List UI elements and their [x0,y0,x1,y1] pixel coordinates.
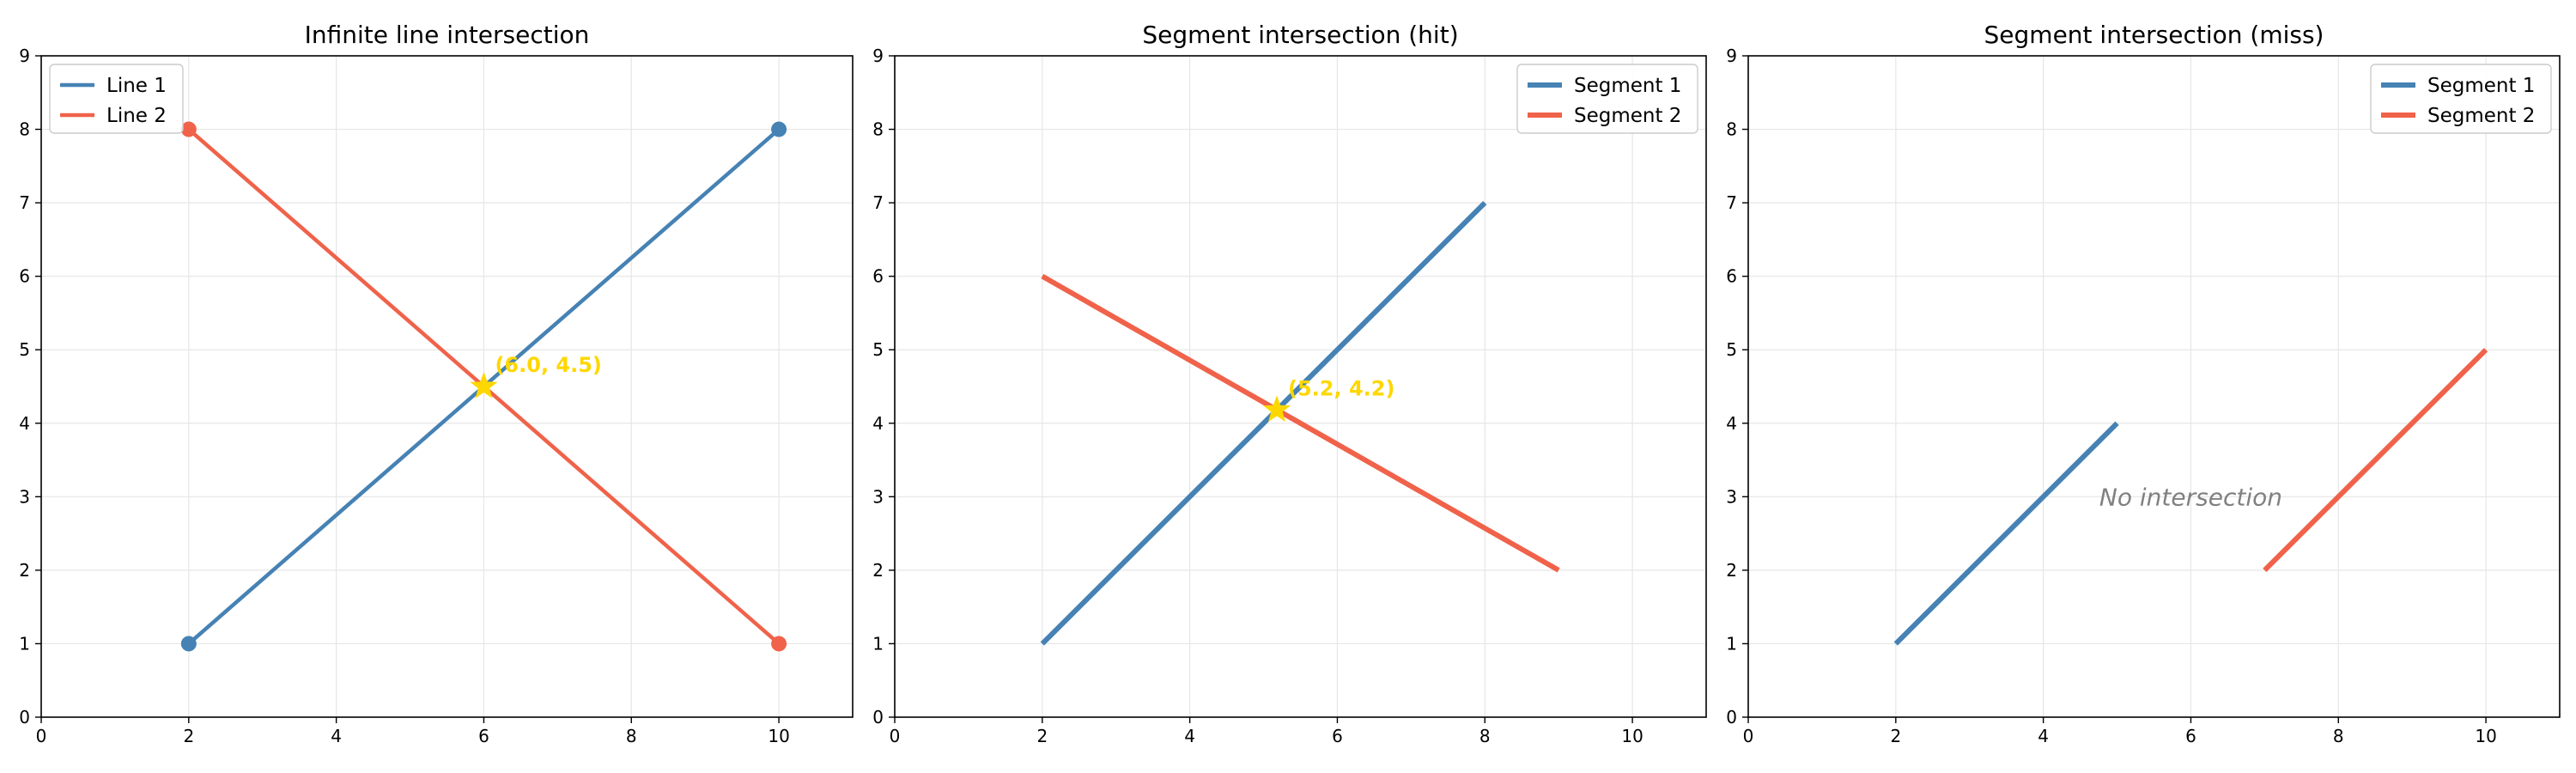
panel-1-y-tick-label-4: 4 [19,413,30,434]
panel-1-intersection-star [470,372,498,399]
panel-1-legend-label-1: Line 1 [106,75,167,97]
panel-1-x-tick-label-0: 0 [36,726,47,746]
panel-3-y-tick-label-4: 4 [1726,413,1737,434]
panel-2-intersection-star [1262,395,1291,423]
panel-2-title: Segment intersection (hit) [1142,21,1458,49]
panel-1-frame [40,55,854,718]
panel-2-intersection-label: (5.2, 4.2) [1288,376,1394,400]
panel-3-marks: No intersection [1893,348,2488,646]
panel-1-series-1-point-1 [180,636,197,652]
panel-2-x-tick-label-8: 8 [1479,726,1491,746]
panel-3-y-tick-label-8: 8 [1726,119,1737,140]
panel-3-title: Segment intersection (miss) [1984,21,2324,49]
panel-2-frame [894,55,1707,718]
panel-2-y-tick-label-1: 1 [872,633,884,654]
panel-3-frame [1747,55,2561,718]
panel-3-legend: Segment 1 Segment 2 [2370,64,2552,134]
panel-3-y-tick-label-7: 7 [1726,192,1737,213]
panel-2-y-tick-label-9: 9 [872,46,884,66]
panel-2: (5.2, 4.2) 0 2 4 6 8 10 0 1 2 3 4 5 6 7 8 9 Segment int… [872,21,1707,746]
panel-3-series-1-line [1893,421,2119,646]
panel-2-y-tick-label-4: 4 [872,413,884,434]
panel-1-y-tick-label-2: 2 [19,560,30,581]
panel-1-y-tick-label-3: 3 [19,486,30,507]
panel-2-y-tick-label-8: 8 [872,119,884,140]
panel-3-ticks: 0 2 4 6 8 10 0 1 2 3 4 5 6 7 8 9 [1726,46,2497,746]
panel-2-series-2-line [1041,274,1560,573]
panel-2-x-tick-label-2: 2 [1036,726,1048,746]
panel-2-legend: Segment 1 Segment 2 [1516,64,1698,134]
panel-1-legend: Line 1 Line 2 [49,64,184,134]
panel-3-y-tick-label-0: 0 [1726,707,1737,727]
panel-3-legend-label-1: Segment 1 [2427,75,2535,97]
panel-1-marks: (6.0, 4.5) [180,121,787,652]
panel-3-y-tick-label-6: 6 [1726,266,1737,287]
panel-2-x-tick-label-6: 6 [1332,726,1343,746]
panel-2-legend-label-2: Segment 2 [1574,105,1681,127]
panel-1-y-tick-label-0: 0 [19,707,30,727]
panel-2-y-tick-label-5: 5 [872,339,884,360]
panel-3-grid [1747,55,2560,718]
panel-1-series-2-point-1 [180,121,197,137]
panel-1-x-tick-label-2: 2 [183,726,194,746]
panel-1-ticks: 0 2 4 6 8 10 0 1 2 3 4 5 6 7 8 9 [19,46,790,746]
panel-3-series-2-line [2263,348,2488,573]
panel-2-x-tick-label-0: 0 [890,726,901,746]
panel-3: No intersection 0 2 4 6 8 10 0 1 2 3 4 5 6 7 8 9 Segmen… [1726,21,2561,746]
panel-1-x-tick-label-6: 6 [478,726,489,746]
panel-3-x-tick-label-8: 8 [2333,726,2344,746]
panel-1-title: Infinite line intersection [305,21,590,49]
panel-3-legend-label-2: Segment 2 [2427,105,2535,127]
panel-2-x-tick-label-4: 4 [1184,726,1195,746]
panel-3-x-tick-label-10: 10 [2475,726,2496,746]
panel-2-y-tick-label-2: 2 [872,560,884,581]
panel-3-x-tick-label-6: 6 [2185,726,2196,746]
panel-1-series-1-point-2 [771,121,787,137]
panel-1-y-tick-label-8: 8 [19,119,30,140]
panel-3-y-tick-label-5: 5 [1726,339,1737,360]
panel-2-y-tick-label-6: 6 [872,266,884,287]
panel-1-x-tick-label-4: 4 [331,726,342,746]
panel-3-x-tick-label-2: 2 [1890,726,1901,746]
panel-3-x-tick-label-4: 4 [2038,726,2049,746]
panel-3-note: No intersection [2099,483,2282,511]
panel-1-y-tick-label-1: 1 [19,633,30,654]
panel-3-legend-box [2370,64,2552,134]
panel-2-series-1-line [1040,200,1487,646]
panel-2-x-tick-label-10: 10 [1621,726,1643,746]
panel-1-y-tick-label-9: 9 [19,46,30,66]
panel-2-y-tick-label-0: 0 [872,707,884,727]
panel-1-x-tick-label-8: 8 [626,726,637,746]
panel-1-x-tick-label-10: 10 [768,726,789,746]
panel-1-intersection-label: (6.0, 4.5) [495,353,601,377]
panel-3-x-tick-label-0: 0 [1743,726,1754,746]
panel-3-y-tick-label-3: 3 [1726,486,1737,507]
panel-2-ticks: 0 2 4 6 8 10 0 1 2 3 4 5 6 7 8 9 [872,46,1643,746]
panel-2-legend-label-1: Segment 1 [1574,75,1681,97]
panel-1-grid [40,55,853,718]
panel-3-y-tick-label-1: 1 [1726,633,1737,654]
panel-1-legend-label-2: Line 2 [106,105,167,127]
panel-1-y-tick-label-7: 7 [19,192,30,213]
panel-2-marks: (5.2, 4.2) [1040,200,1560,646]
panel-3-y-tick-label-2: 2 [1726,560,1737,581]
panel-2-y-tick-label-3: 3 [872,486,884,507]
panel-2-y-tick-label-7: 7 [872,192,884,213]
panel-1-series-2-point-2 [771,636,787,652]
panel-3-y-tick-label-9: 9 [1726,46,1737,66]
panel-1-y-tick-label-5: 5 [19,339,30,360]
panel-2-legend-box [1516,64,1698,134]
panel-1: (6.0, 4.5) 0 2 4 6 8 10 0 1 2 3 4 5 6 7 8 9 Infinite li… [19,21,854,746]
panel-1-y-tick-label-6: 6 [19,266,30,287]
